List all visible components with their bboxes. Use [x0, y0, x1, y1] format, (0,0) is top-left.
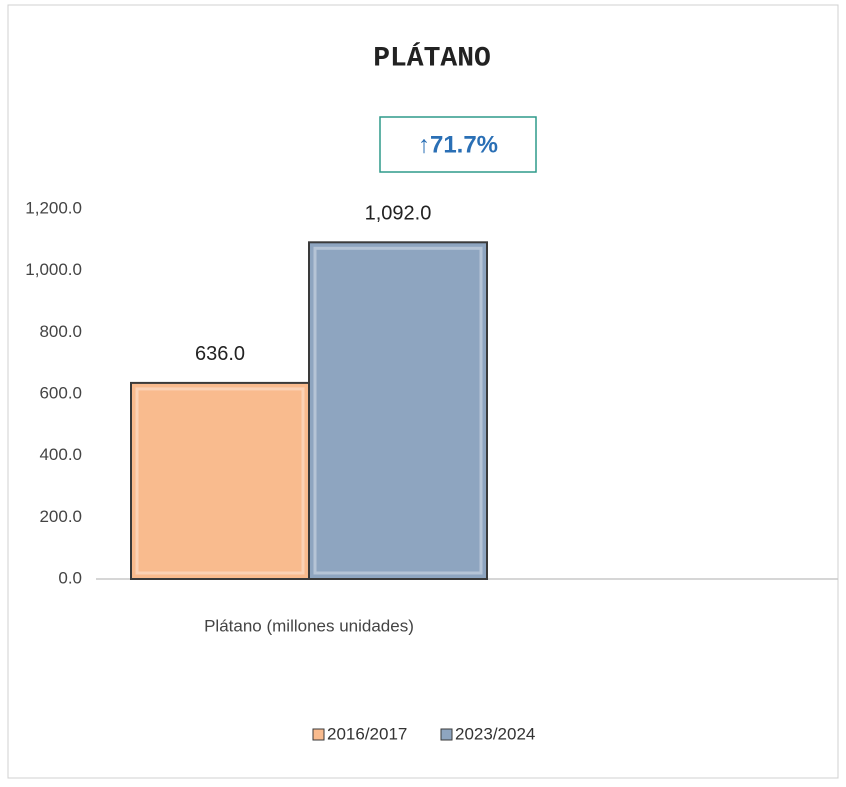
data-label: 1,092.0	[365, 203, 432, 225]
y-tick-label: 1,000.0	[25, 260, 82, 279]
bar	[308, 241, 488, 581]
legend-label: 2016/2017	[327, 724, 407, 743]
annotation-box	[379, 116, 537, 173]
x-tick-label: Plátano (millones unidades)	[204, 616, 414, 635]
annotation: ↑71.7%	[418, 131, 498, 158]
legend-swatch	[312, 728, 325, 741]
legend-label: 2023/2024	[455, 724, 535, 743]
bar-bevel	[135, 387, 305, 575]
y-tick-label: 400.0	[39, 445, 82, 464]
y-tick-label: 0.0	[58, 568, 82, 587]
data-label: 636.0	[195, 343, 245, 365]
y-tick-label: 200.0	[39, 507, 82, 526]
chart-title: PLÁTANO	[373, 42, 491, 74]
bar-bevel	[313, 246, 483, 575]
y-tick-label: 800.0	[39, 322, 82, 341]
y-tick-label: 600.0	[39, 383, 82, 402]
legend-swatch	[440, 728, 453, 741]
bar	[130, 381, 310, 580]
y-tick-label: 1,200.0	[25, 198, 82, 217]
